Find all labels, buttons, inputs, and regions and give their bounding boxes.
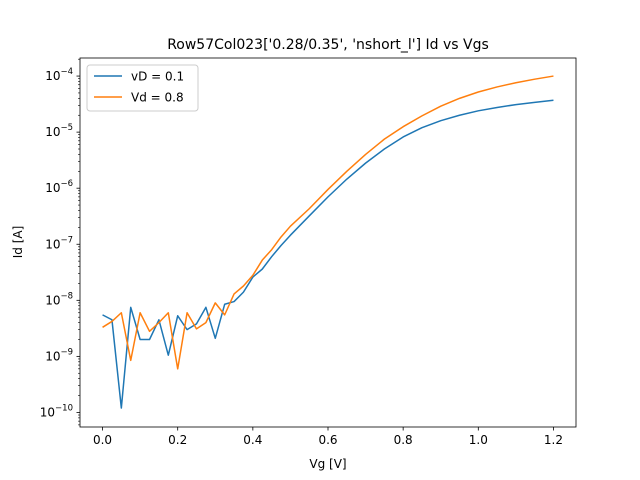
y-tick-base: 10 (40, 405, 55, 419)
y-tick-exponent: −7 (60, 235, 73, 245)
y-tick-exponent: −6 (60, 179, 73, 189)
plot-area: 0.0 0.2 0.4 0.6 0.8 1.0 1.210−1010−910−810−710… (40, 57, 577, 447)
x-tick-label: 0.6 (318, 433, 337, 447)
y-tick-base: 10 (45, 293, 60, 307)
x-tick-label: 0.2 (168, 433, 187, 447)
y-tick-label: 10−8 (45, 291, 73, 307)
x-axis-label: Vg [V] (309, 457, 346, 471)
y-tick-exponent: −4 (60, 67, 73, 77)
x-tick-label: 0.4 (243, 433, 262, 447)
y-tick-label: 10−7 (45, 235, 73, 251)
y-tick-label: 10−9 (45, 347, 73, 363)
y-tick-base: 10 (45, 237, 60, 251)
y-tick-exponent: −8 (60, 291, 73, 301)
chart-title: Row57Col023['0.28/0.35', 'nshort_l'] Id … (167, 37, 489, 53)
y-tick-exponent: −10 (55, 403, 73, 413)
y-axis-label: Id [A] (11, 226, 25, 259)
y-tick-base: 10 (45, 69, 60, 83)
y-tick-exponent: −9 (60, 347, 73, 357)
x-tick-label: 1.2 (544, 433, 563, 447)
legend-label-0: vD = 0.1 (131, 70, 184, 84)
legend-label-1: Vd = 0.8 (131, 91, 184, 105)
legend: vD = 0.1 Vd = 0.8 (86, 64, 199, 112)
y-tick-exponent: −5 (60, 123, 73, 133)
x-tick-label: 0.8 (394, 433, 413, 447)
y-tick-label: 10−4 (45, 67, 73, 83)
x-tick-label: 0.0 (93, 433, 112, 447)
y-tick-base: 10 (45, 125, 60, 139)
x-tick-label: 1.0 (469, 433, 488, 447)
y-tick-label: 10−10 (40, 403, 73, 419)
y-tick-label: 10−5 (45, 123, 73, 139)
y-tick-label: 10−6 (45, 179, 73, 195)
series-line-1 (102, 75, 554, 370)
y-tick-base: 10 (45, 181, 60, 195)
y-tick-base: 10 (45, 349, 60, 363)
